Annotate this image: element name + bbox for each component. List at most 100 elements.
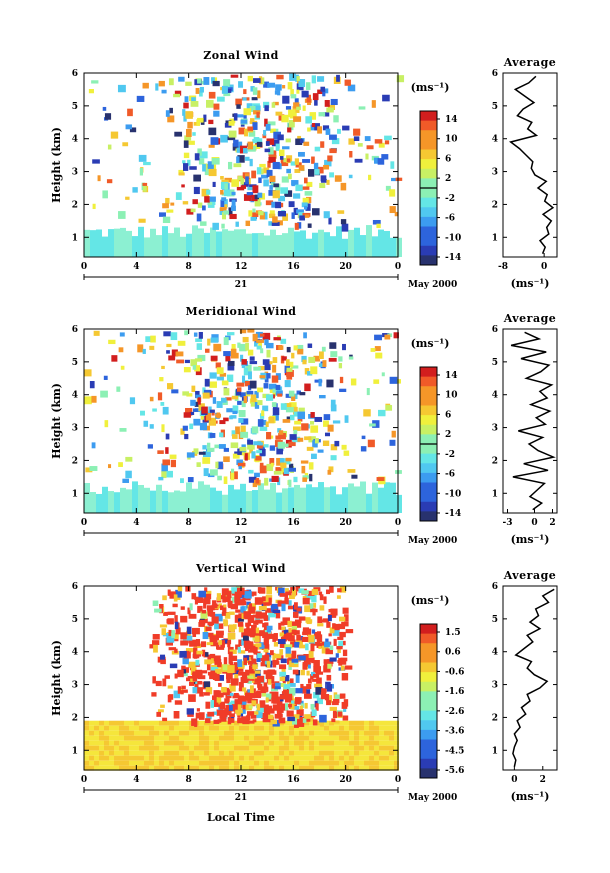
colorbar-step xyxy=(420,434,437,445)
average-frame xyxy=(502,72,558,258)
colorbar-step xyxy=(420,207,437,218)
colorbar-tick-label: -2 xyxy=(445,450,455,460)
y-tick-label: 6 xyxy=(72,69,78,79)
average-x-tick-label: 2 xyxy=(540,775,546,785)
x-tick-label: 4 xyxy=(133,262,139,272)
colorbar-tick-label: -14 xyxy=(445,253,461,263)
average-y-tick-label: 1 xyxy=(492,233,498,243)
colorbar-step xyxy=(420,501,437,512)
colorbar-tick-label: 6 xyxy=(445,410,451,420)
wind-field xyxy=(84,73,405,257)
average-y-tick-label: 4 xyxy=(492,135,498,145)
average-y-tick-label: 5 xyxy=(492,615,498,625)
y-tick-label: 4 xyxy=(72,391,78,401)
x-axis-label: Local Time xyxy=(207,811,275,824)
colorbar-step xyxy=(420,691,437,702)
colorbar-tick-label: -14 xyxy=(445,509,461,519)
colorbar-step xyxy=(420,120,437,131)
day-label: 21 xyxy=(235,280,248,290)
average-title: Average xyxy=(503,569,557,582)
colorbar-step xyxy=(420,424,437,435)
y-tick-label: 1 xyxy=(72,489,78,499)
colorbar-step xyxy=(420,710,437,721)
y-tick-label: 5 xyxy=(72,615,78,625)
colorbar-tick-label: 2 xyxy=(445,430,451,440)
colorbar-step xyxy=(420,386,437,397)
x-tick-label: 8 xyxy=(186,775,192,785)
wind-field xyxy=(84,586,399,771)
panel-title: Vertical Wind xyxy=(195,562,286,575)
x-tick-label: 0 xyxy=(395,262,401,272)
colorbar-step xyxy=(420,188,437,199)
average-profile: Average 1 2 3 4 5 6 -8 0 (ms⁻¹) xyxy=(492,56,558,290)
colorbar-step xyxy=(420,149,437,160)
y-tick-label: 2 xyxy=(72,200,78,210)
colorbar-tick-label: -4.5 xyxy=(445,746,464,756)
date-label: May 2000 xyxy=(408,536,457,546)
colorbar-step xyxy=(420,720,437,731)
x-tick-label: 8 xyxy=(186,518,192,528)
colorbar-tick-label: -5.6 xyxy=(445,766,464,776)
x-tick-label: 20 xyxy=(339,518,352,528)
average-profile-line xyxy=(508,75,555,254)
colorbar-step xyxy=(420,482,437,493)
colorbar-step xyxy=(420,633,437,644)
x-tick-label: 0 xyxy=(395,775,401,785)
colorbar-step xyxy=(420,701,437,712)
y-tick-label: 5 xyxy=(72,102,78,112)
panel-title: Zonal Wind xyxy=(203,49,279,62)
colorbar-tick-label: -6 xyxy=(445,214,455,224)
colorbar-step xyxy=(420,415,437,426)
colorbar-step xyxy=(420,624,437,635)
average-frame xyxy=(502,328,558,514)
average-y-tick-label: 4 xyxy=(492,648,498,658)
day-label: 21 xyxy=(235,536,248,546)
y-tick-label: 5 xyxy=(72,358,78,368)
colorbar-step xyxy=(420,367,437,378)
colorbar-step xyxy=(420,463,437,474)
x-tick-label: 4 xyxy=(133,518,139,528)
colorbar-step xyxy=(420,643,437,654)
average-y-tick-label: 6 xyxy=(492,325,498,335)
x-tick-label: 20 xyxy=(339,262,352,272)
colorbar-step xyxy=(420,130,437,141)
colorbar-step xyxy=(420,472,437,483)
average-y-tick-label: 2 xyxy=(492,200,498,210)
y-tick-label: 2 xyxy=(72,713,78,723)
colorbar-tick-label: -6 xyxy=(445,470,455,480)
colorbar-step xyxy=(420,453,437,464)
average-x-tick-label: -8 xyxy=(498,262,508,272)
y-tick-label: 6 xyxy=(72,325,78,335)
colorbar-step xyxy=(420,405,437,416)
x-tick-label: 8 xyxy=(186,262,192,272)
colorbar-step xyxy=(420,226,437,237)
colorbar-tick-label: 1.5 xyxy=(445,628,461,638)
average-y-tick-label: 1 xyxy=(492,489,498,499)
colorbar-step xyxy=(420,492,437,503)
colorbar-step xyxy=(420,255,437,266)
colorbar-step xyxy=(420,749,437,760)
y-tick-label: 4 xyxy=(72,648,78,658)
colorbar-step xyxy=(420,672,437,683)
colorbar-tick-label: 14 xyxy=(445,115,458,125)
average-y-tick-label: 6 xyxy=(492,582,498,592)
average-y-tick-label: 1 xyxy=(492,746,498,756)
x-tick-label: 12 xyxy=(235,775,248,785)
colorbar-step xyxy=(420,139,437,150)
colorbar-tick-label: -10 xyxy=(445,489,461,499)
colorbar-step xyxy=(420,395,437,406)
y-axis-label: Height (km) xyxy=(50,127,63,203)
day-label: 21 xyxy=(235,793,248,803)
colorbar-step xyxy=(420,245,437,256)
colorbar-step xyxy=(420,236,437,247)
y-tick-label: 1 xyxy=(72,746,78,756)
average-profile-line xyxy=(512,588,555,767)
x-tick-label: 20 xyxy=(339,775,352,785)
colorbar-tick-label: -10 xyxy=(445,233,461,243)
colorbar-step xyxy=(420,376,437,387)
colorbar-tick-label: 10 xyxy=(445,135,458,145)
average-y-tick-label: 3 xyxy=(492,424,498,434)
colorbar-step xyxy=(420,216,437,227)
